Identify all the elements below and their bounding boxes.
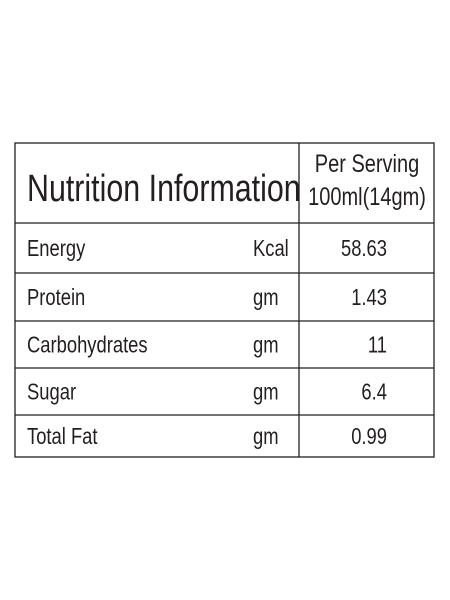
nutrient-value: 6.4 (361, 380, 387, 405)
nutrient-name-cell: Carbohydrates (27, 333, 148, 358)
nutrient-unit: gm (253, 285, 279, 310)
nutrient-unit-cell: gm (253, 424, 279, 449)
table-title: Nutrition Information (27, 168, 301, 210)
nutrient-name: Carbohydrates (27, 333, 148, 358)
nutrient-value: 0.99 (351, 424, 387, 449)
nutrient-value-cell: 0.99 (351, 424, 387, 449)
nutrient-unit: gm (253, 424, 279, 449)
nutrient-value-cell: 11 (368, 333, 387, 358)
serving-size: 100ml(14gm) (308, 183, 426, 211)
nutrient-name: Protein (27, 285, 85, 310)
nutrient-name: Total Fat (27, 424, 98, 449)
nutrient-name: Sugar (27, 380, 76, 405)
nutrient-name: Energy (27, 236, 86, 261)
table-body: Energy Kcal 58.63 Protein gm 1.43 Carbohydrate… (15, 222, 434, 450)
nutrient-value-cell: 6.4 (361, 380, 387, 405)
nutrient-name-cell: Total Fat (27, 424, 98, 449)
nutrient-unit: gm (253, 380, 279, 405)
nutrient-value: 11 (368, 333, 387, 358)
nutrient-unit: gm (253, 333, 279, 358)
serving-label: Per Serving (315, 150, 419, 178)
nutrient-unit-cell: gm (253, 285, 279, 310)
nutrient-value: 1.43 (351, 285, 387, 310)
nutrient-unit-cell: gm (253, 380, 279, 405)
nutrient-name-cell: Energy (27, 236, 86, 261)
nutrient-value-cell: 58.63 (341, 236, 387, 261)
nutrient-name-cell: Protein (27, 285, 85, 310)
nutrient-value: 58.63 (341, 236, 387, 261)
nutrient-unit-cell: gm (253, 333, 279, 358)
nutrient-unit: Kcal (253, 236, 289, 261)
nutrient-name-cell: Sugar (27, 380, 76, 405)
table-border (14, 142, 435, 458)
nutrient-unit-cell: Kcal (253, 236, 289, 261)
nutrient-value-cell: 1.43 (351, 285, 387, 310)
